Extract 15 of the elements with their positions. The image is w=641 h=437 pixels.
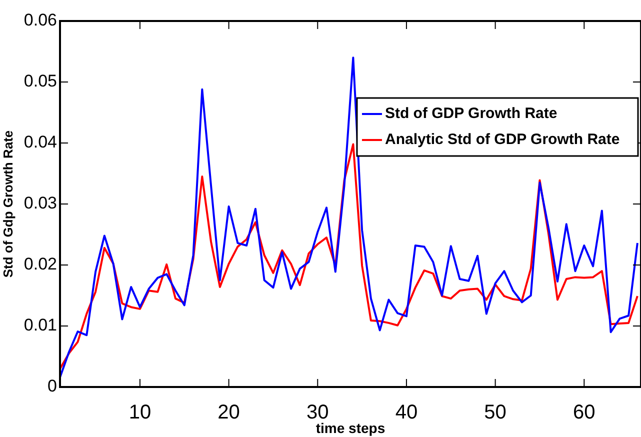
- y-tick-label: 0.01: [24, 316, 57, 335]
- legend-label: Analytic Std of GDP Growth Rate: [384, 131, 620, 148]
- x-tick-label: 50: [484, 402, 506, 424]
- y-tick-label: 0.02: [24, 254, 57, 274]
- y-tick-label: 0.05: [24, 72, 57, 91]
- legend-label: Std of GDP Growth Rate: [384, 105, 558, 122]
- x-tick-label: 20: [218, 402, 240, 424]
- y-tick-label: 0.06: [24, 10, 57, 30]
- x-tick-label: 60: [573, 402, 596, 424]
- y-tick-label: 0.04: [24, 132, 57, 152]
- y-tick-label: 0.03: [24, 194, 57, 213]
- x-tick-label: 10: [128, 402, 152, 424]
- x-tick-label: 40: [395, 402, 418, 424]
- y-tick-label: 0: [48, 376, 57, 396]
- y-axis-title: Std of Gdp Growth Rate: [0, 130, 16, 278]
